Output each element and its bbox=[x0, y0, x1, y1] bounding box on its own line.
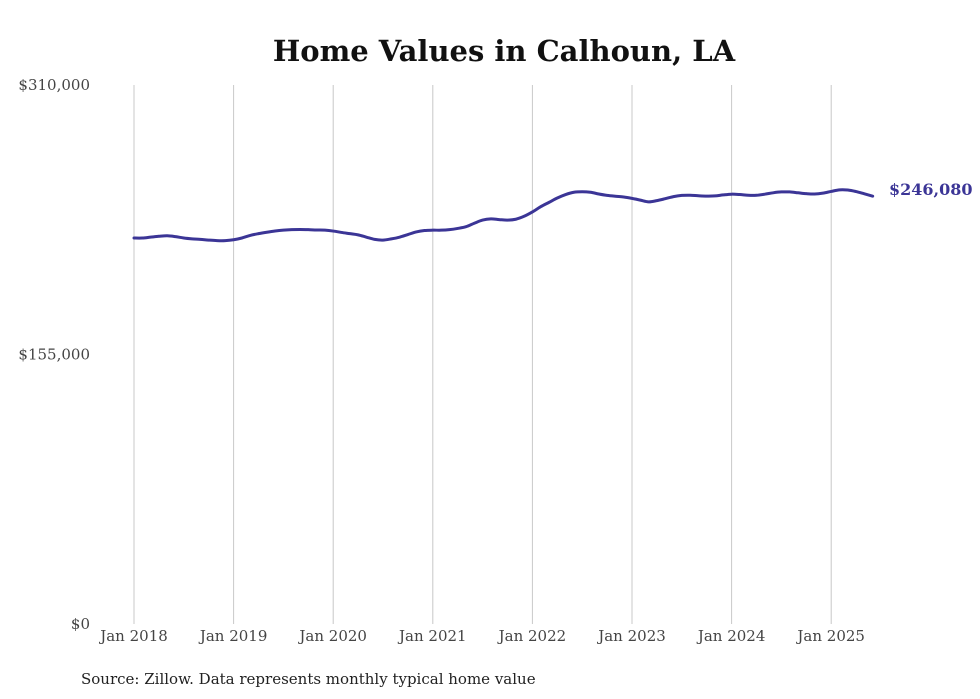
x-tick-label: Jan 2018 bbox=[98, 627, 168, 645]
y-tick-label: $310,000 bbox=[18, 76, 90, 94]
gridlines bbox=[133, 85, 832, 624]
y-tick-label: $155,000 bbox=[18, 346, 90, 364]
end-value-label: $246,080 bbox=[889, 180, 973, 199]
x-axis-ticks: Jan 2018 Jan 2019 Jan 2020 Jan 2021 Jan 2022… bbox=[98, 627, 865, 645]
x-tick-label: Jan 2019 bbox=[198, 627, 268, 645]
x-tick-label: Jan 2022 bbox=[497, 627, 567, 645]
y-axis-ticks: $0 $155,000 $310,000 bbox=[18, 76, 90, 633]
x-tick-label: Jan 2024 bbox=[696, 627, 766, 645]
x-tick-label: Jan 2023 bbox=[596, 627, 666, 645]
source-note: Source: Zillow. Data represents monthly … bbox=[81, 670, 536, 688]
y-tick-label: $0 bbox=[71, 615, 90, 633]
series-layer bbox=[132, 188, 875, 243]
x-tick-label: Jan 2021 bbox=[397, 627, 467, 645]
x-tick-label: Jan 2025 bbox=[795, 627, 865, 645]
chart-title: Home Values in Calhoun, LA bbox=[273, 34, 736, 68]
x-tick-label: Jan 2020 bbox=[297, 627, 367, 645]
series-line bbox=[132, 188, 875, 243]
